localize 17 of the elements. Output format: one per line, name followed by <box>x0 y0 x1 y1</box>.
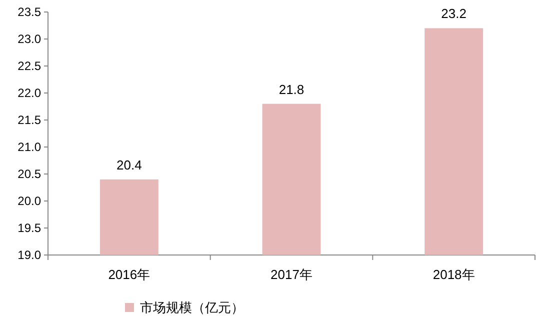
y-tick-label: 21.0 <box>18 140 42 154</box>
y-tick-label: 19.5 <box>18 221 42 235</box>
data-label: 21.8 <box>278 82 304 97</box>
data-label: 23.2 <box>441 6 466 22</box>
legend-label: 市场规模（亿元） <box>140 300 244 315</box>
y-tick-label: 21.5 <box>18 113 42 127</box>
y-tick-label: 20.0 <box>18 194 42 208</box>
y-tick-label: 19.0 <box>18 248 42 262</box>
y-tick-label: 22.5 <box>18 59 42 73</box>
y-tick-label: 22.0 <box>18 86 42 100</box>
y-tick-label: 23.5 <box>18 5 42 19</box>
data-label: 20.4 <box>116 157 142 172</box>
y-tick-label: 20.5 <box>18 167 42 181</box>
x-tick-label: 2018年 <box>432 267 475 282</box>
x-tick-label: 2016年 <box>108 267 150 282</box>
x-tick-label: 2017年 <box>270 267 312 282</box>
y-tick-label: 23.0 <box>18 32 42 46</box>
